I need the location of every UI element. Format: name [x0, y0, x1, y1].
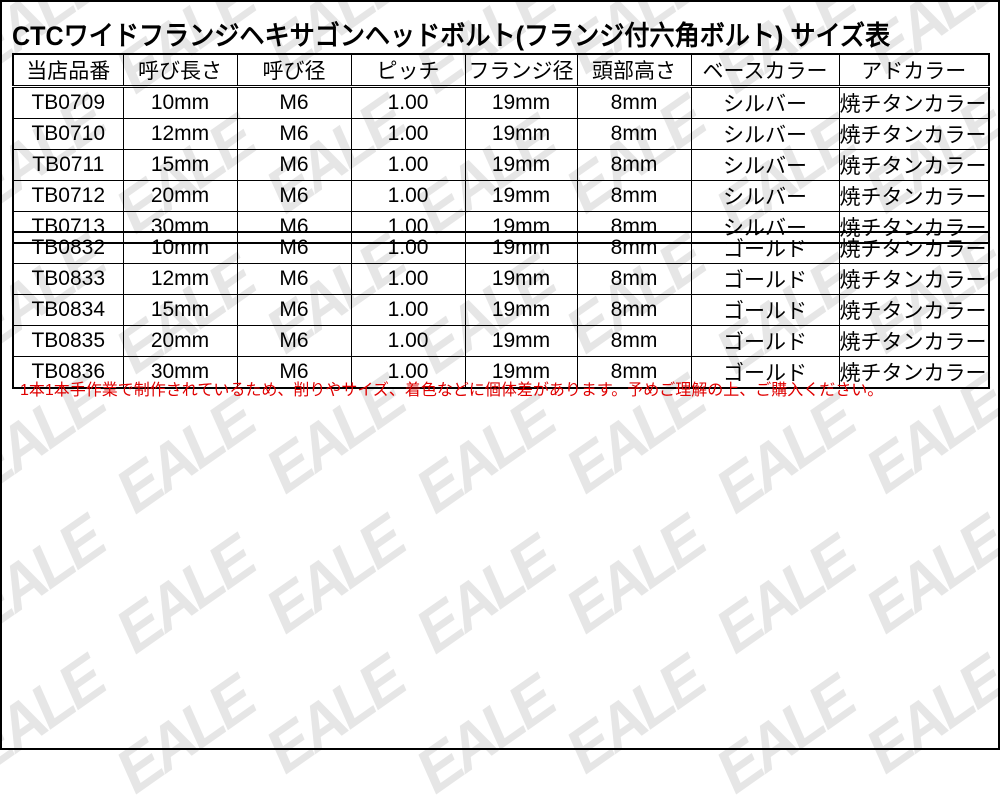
table-row: TB0836 30mm M6 1.00 19mm 8mm ゴールド 焼チタンカラー	[12, 356, 990, 389]
table-cell: 8mm	[576, 325, 692, 357]
table-cell: TB0709	[12, 86, 124, 119]
table-row: TB0711 15mm M6 1.00 19mm 8mm シルバー 焼チタンカラー	[12, 149, 990, 181]
table-cell: 15mm	[122, 149, 238, 181]
table-cell: M6	[236, 263, 352, 295]
table-cell: 20mm	[122, 325, 238, 357]
table-cell: 12mm	[122, 263, 238, 295]
table-cell: 19mm	[464, 118, 578, 150]
column-header: 頭部高さ	[576, 53, 692, 88]
size-table-silver: 当店品番 呼び長さ 呼び径 ピッチ フランジ径 頭部高さ ベースカラー アドカラー TB070…	[12, 53, 990, 244]
table-cell: M6	[236, 231, 352, 264]
table-cell: 19mm	[464, 86, 578, 119]
table-cell: 12mm	[122, 118, 238, 150]
table-cell: シルバー	[690, 180, 840, 212]
table-cell: TB0710	[12, 118, 124, 150]
table-cell: 焼チタンカラー	[838, 294, 990, 326]
table-cell: 8mm	[576, 294, 692, 326]
column-header: ベースカラー	[690, 53, 840, 88]
table-row: TB0832 10mm M6 1.00 19mm 8mm ゴールド 焼チタンカラー	[12, 231, 990, 264]
table-cell: 10mm	[122, 231, 238, 264]
table-cell: シルバー	[690, 118, 840, 150]
table-cell: 8mm	[576, 149, 692, 181]
table-cell: ゴールド	[690, 294, 840, 326]
table-cell: 19mm	[464, 325, 578, 357]
table-cell: 8mm	[576, 356, 692, 389]
table-cell: 10mm	[122, 86, 238, 119]
table-cell: 1.00	[350, 356, 466, 389]
column-header: 呼び径	[236, 53, 352, 88]
table-row: TB0709 10mm M6 1.00 19mm 8mm シルバー 焼チタンカラー	[12, 86, 990, 119]
table-cell: ゴールド	[690, 325, 840, 357]
column-header: ピッチ	[350, 53, 466, 88]
table-cell: 1.00	[350, 86, 466, 119]
table-cell: ゴールド	[690, 231, 840, 264]
table-cell: 19mm	[464, 231, 578, 264]
table-cell: M6	[236, 118, 352, 150]
table-cell: TB0833	[12, 263, 124, 295]
table-cell: ゴールド	[690, 356, 840, 389]
table-cell: TB0711	[12, 149, 124, 181]
table-cell: 8mm	[576, 263, 692, 295]
table-cell: M6	[236, 325, 352, 357]
table-cell: 焼チタンカラー	[838, 86, 990, 119]
image-frame	[0, 0, 1000, 750]
table-cell: TB0832	[12, 231, 124, 264]
table-cell: 19mm	[464, 263, 578, 295]
column-header: フランジ径	[464, 53, 578, 88]
table-cell: 焼チタンカラー	[838, 118, 990, 150]
table-header-row: 当店品番 呼び長さ 呼び径 ピッチ フランジ径 頭部高さ ベースカラー アドカラー	[12, 53, 990, 88]
table-cell: M6	[236, 356, 352, 389]
table-row: TB0833 12mm M6 1.00 19mm 8mm ゴールド 焼チタンカラー	[12, 263, 990, 295]
table-cell: 焼チタンカラー	[838, 149, 990, 181]
table-cell: M6	[236, 294, 352, 326]
table-cell: 1.00	[350, 149, 466, 181]
table-cell: シルバー	[690, 149, 840, 181]
table-cell: 20mm	[122, 180, 238, 212]
table-cell: TB0835	[12, 325, 124, 357]
table-cell: 1.00	[350, 294, 466, 326]
table-cell: 8mm	[576, 180, 692, 212]
table-cell: 19mm	[464, 294, 578, 326]
size-table-gold: TB0832 10mm M6 1.00 19mm 8mm ゴールド 焼チタンカラー TB0833…	[12, 231, 990, 389]
table-cell: 焼チタンカラー	[838, 231, 990, 264]
table-cell: M6	[236, 86, 352, 119]
table-cell: 8mm	[576, 118, 692, 150]
page-title: CTCワイドフランジヘキサゴンヘッドボルト(フランジ付六角ボルト) サイズ表	[12, 21, 891, 51]
column-header: アドカラー	[838, 53, 990, 88]
table-cell: TB0836	[12, 356, 124, 389]
table-cell: 焼チタンカラー	[838, 356, 990, 389]
table-cell: 19mm	[464, 149, 578, 181]
table-cell: 8mm	[576, 86, 692, 119]
table-cell: M6	[236, 149, 352, 181]
table-row: TB0710 12mm M6 1.00 19mm 8mm シルバー 焼チタンカラー	[12, 118, 990, 150]
table-cell: 30mm	[122, 356, 238, 389]
table-cell: 1.00	[350, 263, 466, 295]
table-cell: 19mm	[464, 180, 578, 212]
table-cell: 1.00	[350, 180, 466, 212]
table-cell: 焼チタンカラー	[838, 180, 990, 212]
table-cell: シルバー	[690, 86, 840, 119]
table-row: TB0835 20mm M6 1.00 19mm 8mm ゴールド 焼チタンカラー	[12, 325, 990, 357]
table-cell: 19mm	[464, 356, 578, 389]
table-cell: 焼チタンカラー	[838, 263, 990, 295]
table-cell: 1.00	[350, 118, 466, 150]
table-cell: 8mm	[576, 231, 692, 264]
table-cell: 1.00	[350, 325, 466, 357]
table-cell: 焼チタンカラー	[838, 325, 990, 357]
column-header: 呼び長さ	[122, 53, 238, 88]
table-cell: 1.00	[350, 231, 466, 264]
table-cell: ゴールド	[690, 263, 840, 295]
column-header: 当店品番	[12, 53, 124, 88]
table-cell: M6	[236, 180, 352, 212]
table-cell: 15mm	[122, 294, 238, 326]
table-row: TB0834 15mm M6 1.00 19mm 8mm ゴールド 焼チタンカラー	[12, 294, 990, 326]
table-cell: TB0834	[12, 294, 124, 326]
disclaimer-note: 1本1本手作業で制作されているため、削りやサイズ、着色などに個体差があります。予…	[20, 382, 884, 399]
table-cell: TB0712	[12, 180, 124, 212]
table-row: TB0712 20mm M6 1.00 19mm 8mm シルバー 焼チタンカラー	[12, 180, 990, 212]
